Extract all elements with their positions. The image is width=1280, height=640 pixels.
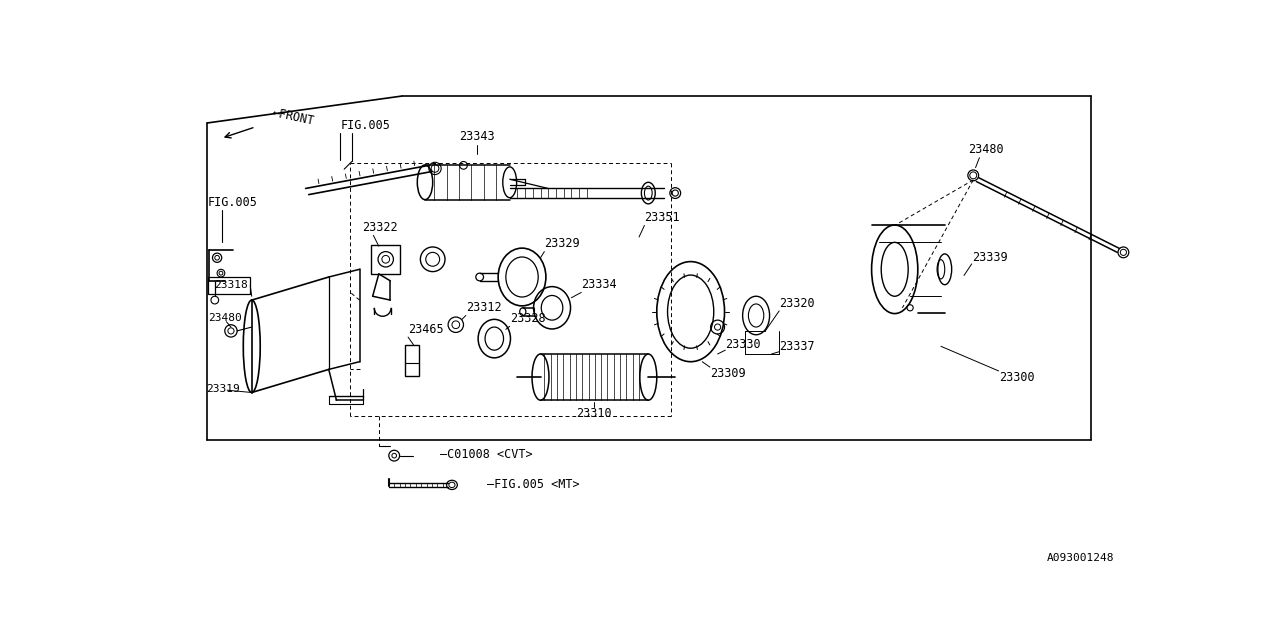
Text: 23318: 23318 — [214, 280, 248, 291]
Text: FIG.005: FIG.005 — [340, 119, 390, 132]
Text: 23480: 23480 — [207, 313, 242, 323]
Text: —FIG.005 <MT>: —FIG.005 <MT> — [486, 478, 580, 492]
Text: 23334: 23334 — [581, 278, 617, 291]
Text: 23310: 23310 — [576, 407, 612, 420]
Text: 23330: 23330 — [726, 339, 760, 351]
Text: 23339: 23339 — [972, 252, 1007, 264]
Text: A093001248: A093001248 — [1047, 553, 1114, 563]
Text: 23322: 23322 — [362, 221, 398, 234]
Text: 23337: 23337 — [780, 340, 815, 353]
Text: 23329: 23329 — [544, 237, 580, 250]
Text: ←FRONT: ←FRONT — [271, 106, 315, 127]
Text: FIG.005: FIG.005 — [207, 196, 257, 209]
Text: —C01008 <CVT>: —C01008 <CVT> — [440, 447, 532, 461]
Text: 23312: 23312 — [466, 301, 502, 314]
Bar — [371, 244, 401, 274]
Bar — [207, 277, 250, 294]
Text: 23328: 23328 — [509, 312, 545, 325]
Text: 23465: 23465 — [408, 323, 444, 336]
Text: 23319: 23319 — [206, 383, 241, 394]
Text: 23351: 23351 — [644, 211, 680, 224]
Text: 23309: 23309 — [710, 367, 745, 380]
Bar — [404, 345, 419, 376]
Text: 23480: 23480 — [968, 143, 1004, 156]
Text: 23300: 23300 — [998, 371, 1034, 383]
Text: 23343: 23343 — [460, 131, 495, 143]
Text: 23320: 23320 — [780, 297, 815, 310]
